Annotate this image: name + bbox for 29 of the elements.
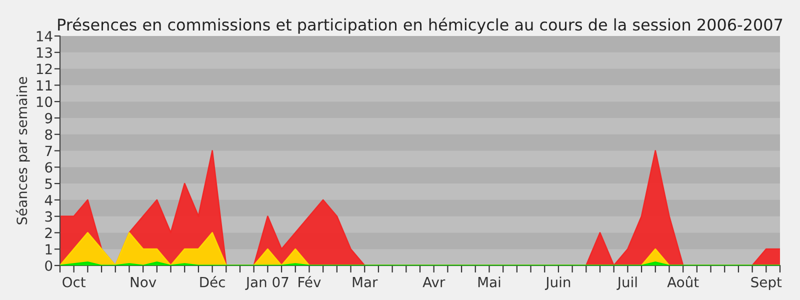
y-tick-label: 1 [46, 244, 52, 254]
chart-title: Présences en commissions et participation en hémicycle au cours de la session 2006-2007 [58, 18, 782, 34]
y-tick-label: 5 [45, 178, 52, 190]
y-tick-label: 6 [45, 162, 52, 173]
x-tick-label: Juil [616, 276, 637, 290]
x-tick-label: Mai [478, 276, 500, 288]
x-tick-label: Mar [352, 277, 378, 288]
y-tick-label: 8 [45, 129, 52, 140]
y-axis-title: Séances par semaine [16, 76, 30, 224]
y-tick-label: 7 [45, 146, 52, 156]
y-tick-label: 13 [36, 47, 52, 58]
y-tick-label: 11 [36, 80, 52, 90]
y-tick-label: 3 [45, 211, 52, 222]
y-tick-label: 12 [36, 64, 52, 74]
x-tick-label: Avr [422, 277, 446, 288]
y-tick-label: 9 [45, 112, 52, 124]
x-tick-label: Sept [751, 276, 782, 290]
x-tick-label: Juin [544, 276, 570, 290]
y-tick-label: 4 [44, 195, 52, 206]
x-tick-label: Jan 07 [245, 276, 288, 290]
x-tick-label: Fév [298, 276, 321, 288]
y-tick-label: 14 [36, 31, 52, 42]
y-tick-label: 10 [36, 96, 52, 108]
y-tick-label: 0 [45, 260, 52, 271]
x-tick-label: Nov [130, 277, 156, 288]
x-tick-label: Déc [200, 276, 225, 288]
x-tick-label: Oct [62, 276, 86, 288]
y-tick-label: 2 [45, 228, 52, 238]
x-tick-label: Août [667, 276, 699, 288]
